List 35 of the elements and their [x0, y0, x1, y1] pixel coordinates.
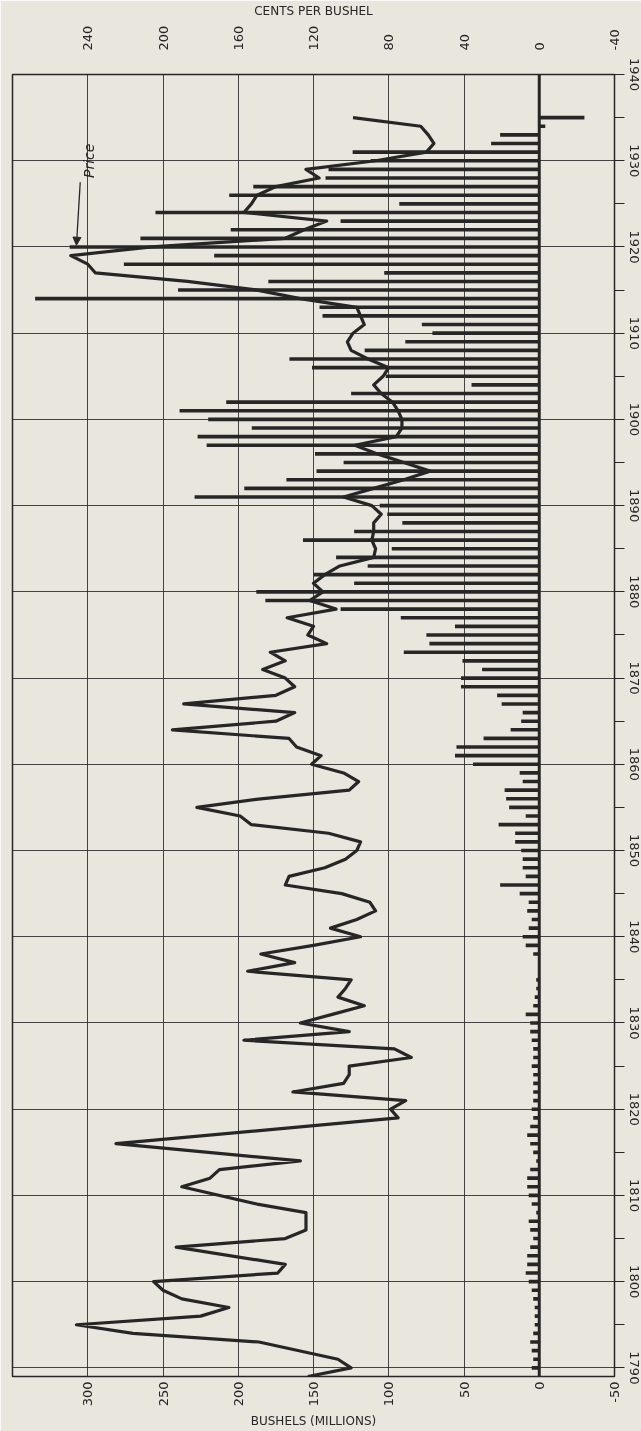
- y-tick-label: 1810: [626, 1178, 641, 1212]
- x2-tick-label: 160: [230, 25, 246, 51]
- x-tick-label: 300: [80, 1381, 96, 1407]
- x2-tick-label: 200: [155, 25, 171, 51]
- y-tick-label: 1830: [626, 1006, 641, 1040]
- x-tick-label: 0: [531, 1381, 547, 1390]
- y-tick-label: 1840: [626, 920, 641, 954]
- y-tick-label: 1850: [626, 833, 641, 868]
- y-tick-label: 1860: [626, 747, 641, 781]
- x2-tick-label: 120: [306, 25, 321, 51]
- x-tick-label: 200: [230, 1381, 246, 1407]
- y-tick-label: 1920: [626, 230, 641, 264]
- y-tick-label: 1790: [626, 1351, 641, 1385]
- x2-axis-title: CENTS PER BUSHEL: [254, 3, 374, 18]
- x2-tick-label: 240: [80, 25, 96, 51]
- y-tick-label: 1900: [626, 402, 641, 436]
- y-tick-label: 1820: [626, 1092, 641, 1126]
- text: Price: [80, 143, 97, 178]
- x-tick-label: 250: [155, 1381, 171, 1407]
- x-tick-label: -50: [607, 1381, 622, 1403]
- y-tick-label: 1890: [626, 489, 641, 523]
- x-tick-label: 100: [381, 1381, 397, 1407]
- x-tick-label: 50: [456, 1381, 472, 1399]
- y-tick-label: 1800: [626, 1265, 641, 1299]
- y-tick-label: 1940: [626, 57, 641, 92]
- x-tick-label: 150: [306, 1381, 321, 1407]
- y-tick-label: 1870: [626, 661, 641, 695]
- x-axis-title: BUSHELS (MILLIONS): [250, 1414, 377, 1429]
- x2-tick-label: 0: [531, 42, 547, 51]
- x2-tick-label: 80: [381, 33, 397, 51]
- x2-tick-label: -40: [607, 29, 622, 51]
- y-tick-label: 1880: [626, 575, 641, 609]
- y-tick-label: 1930: [626, 144, 641, 178]
- x2-tick-label: 40: [456, 33, 472, 51]
- y-tick-label: 1910: [626, 316, 641, 350]
